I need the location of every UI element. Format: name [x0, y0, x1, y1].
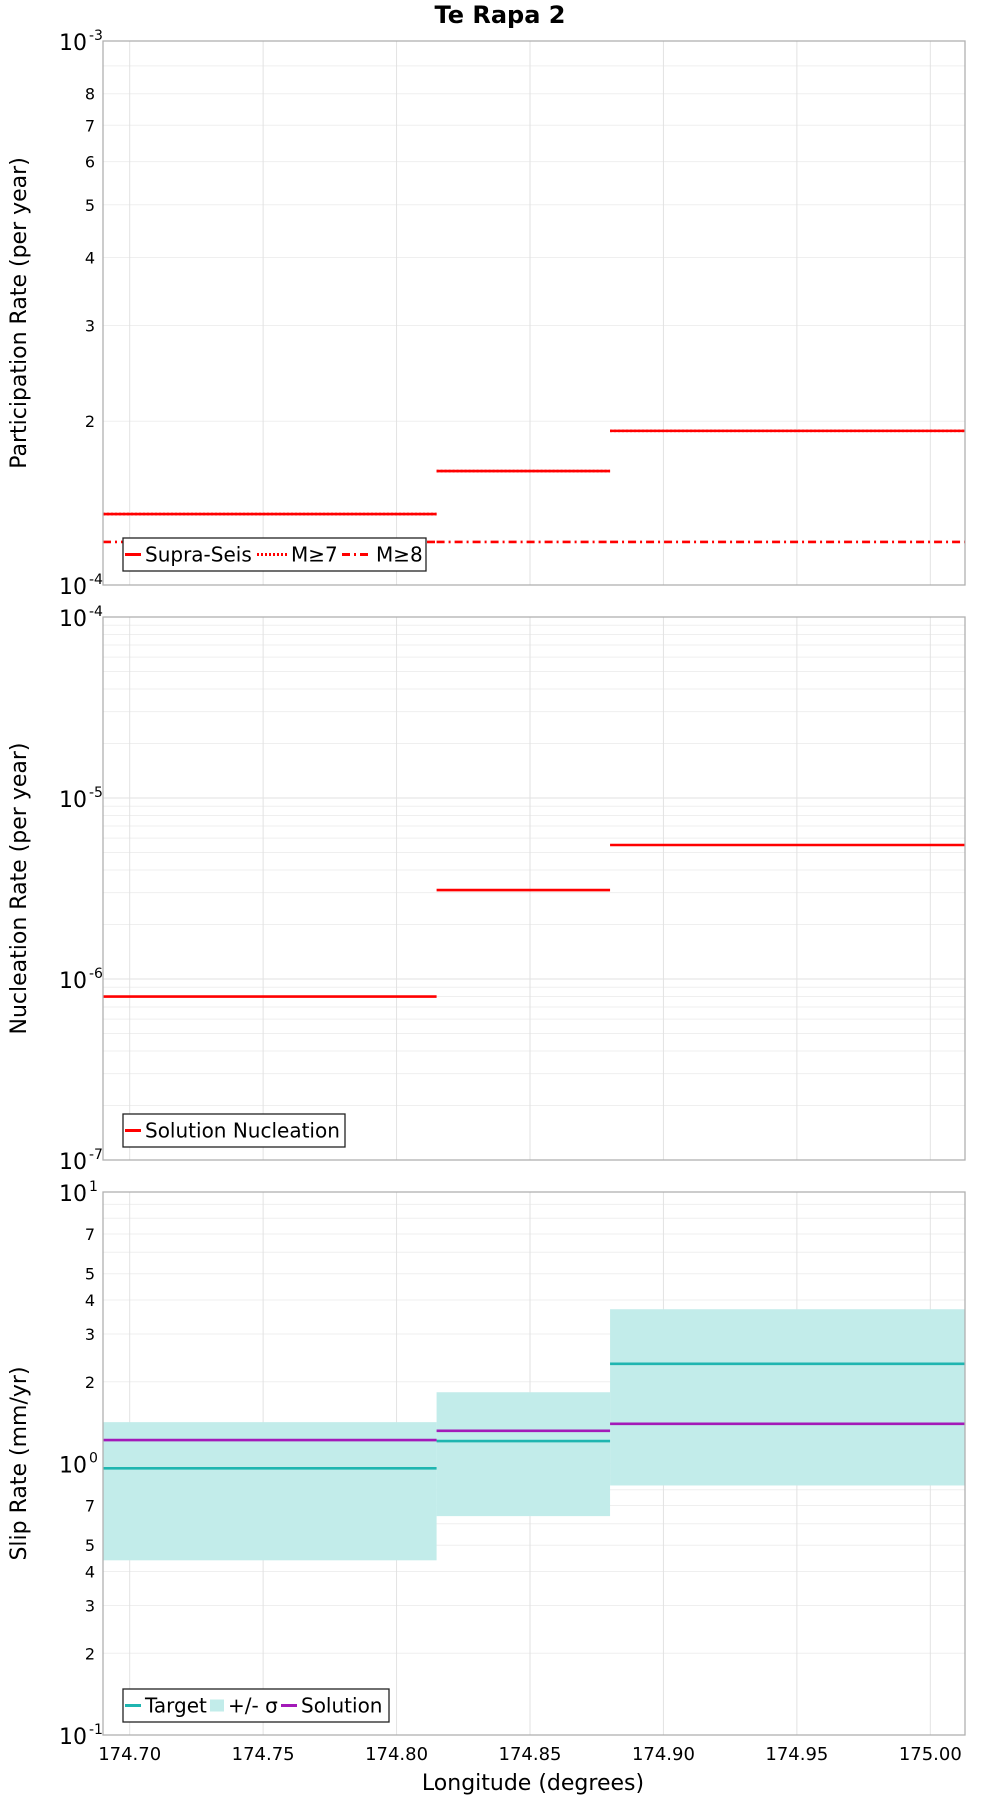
- y-tick-label: 10: [59, 31, 87, 56]
- y-minor-tick-label: 4: [85, 248, 95, 267]
- legend: Supra-Seis M≥7 M≥8: [122, 537, 427, 572]
- y-minor-tick-label: 4: [85, 1291, 95, 1310]
- y-tick-exponent: -6: [89, 966, 103, 982]
- y-tick-exponent: -4: [89, 604, 103, 620]
- y-tick-exponent: 0: [89, 1451, 98, 1467]
- y-minor-tick-label: 3: [85, 1596, 95, 1615]
- legend-label: Solution Nucleation: [145, 1119, 340, 1143]
- legend-swatch: [210, 1699, 224, 1712]
- legend-label: M≥8: [376, 543, 423, 567]
- y-tick-label: 10: [59, 1182, 87, 1207]
- x-tick-label: 174.70: [98, 1744, 161, 1765]
- plot-frame: [102, 616, 966, 1161]
- y-tick-exponent: -5: [89, 785, 103, 801]
- y-minor-tick-label: 8: [85, 85, 95, 104]
- x-tick-label: 174.95: [765, 1744, 828, 1765]
- y-axis-label: Slip Rate (mm/yr): [7, 1366, 32, 1560]
- y-axis-label: Participation Rate (per year): [7, 157, 32, 469]
- y-tick-label: 10: [59, 788, 87, 813]
- y-minor-tick-label: 2: [85, 1644, 95, 1663]
- y-tick-exponent: 1: [89, 1179, 98, 1195]
- y-minor-tick-label: 6: [85, 153, 95, 172]
- y-minor-tick-label: 4: [85, 1563, 95, 1582]
- legend-label: +/- σ: [228, 1694, 278, 1718]
- plot-frame: [102, 1191, 966, 1736]
- x-axis-label: Longitude (degrees): [422, 1771, 644, 1796]
- legend-label: Target: [144, 1694, 207, 1718]
- y-tick-label: 10: [59, 1725, 87, 1750]
- y-tick-label: 10: [59, 969, 87, 994]
- y-axis-label: Nucleation Rate (per year): [7, 743, 32, 1035]
- y-tick-exponent: -4: [89, 572, 103, 588]
- y-minor-tick-label: 7: [85, 1497, 95, 1516]
- y-minor-tick-label: 5: [85, 196, 95, 215]
- sigma-band-segment: [103, 1422, 437, 1561]
- legend-label: Supra-Seis: [145, 543, 252, 567]
- y-minor-tick-label: 2: [85, 412, 95, 431]
- y-minor-tick-label: 5: [85, 1536, 95, 1555]
- y-minor-tick-label: 5: [85, 1265, 95, 1284]
- x-tick-label: 174.80: [365, 1744, 428, 1765]
- legend: Solution Nucleation: [122, 1113, 346, 1148]
- y-tick-label: 10: [59, 1454, 87, 1479]
- y-tick-label: 10: [59, 607, 87, 632]
- y-minor-tick-label: 7: [85, 1225, 95, 1244]
- y-tick-exponent: -3: [89, 28, 103, 44]
- legend-frame: [122, 1688, 390, 1723]
- sigma-band-segment: [436, 1392, 611, 1517]
- y-minor-tick-label: 7: [85, 116, 95, 135]
- y-minor-tick-label: 3: [85, 316, 95, 335]
- legend-label: M≥7: [291, 543, 338, 567]
- y-tick-exponent: -7: [89, 1147, 103, 1163]
- plot-frame: [102, 40, 966, 586]
- y-tick-label: 10: [59, 575, 87, 600]
- y-minor-tick-label: 3: [85, 1325, 95, 1344]
- y-tick-label: 10: [59, 1150, 87, 1175]
- chart-title: Te Rapa 2: [435, 1, 566, 29]
- x-tick-label: 175.00: [899, 1744, 962, 1765]
- legend-frame: [122, 1113, 346, 1148]
- y-tick-exponent: -1: [89, 1722, 103, 1738]
- x-tick-label: 174.75: [232, 1744, 295, 1765]
- legend-label: Solution: [301, 1694, 382, 1718]
- x-tick-label: 174.85: [499, 1744, 562, 1765]
- legend: Target +/- σ Solution: [122, 1688, 390, 1723]
- sigma-band-segment: [610, 1309, 965, 1486]
- y-minor-tick-label: 2: [85, 1373, 95, 1392]
- x-tick-label: 174.90: [632, 1744, 695, 1765]
